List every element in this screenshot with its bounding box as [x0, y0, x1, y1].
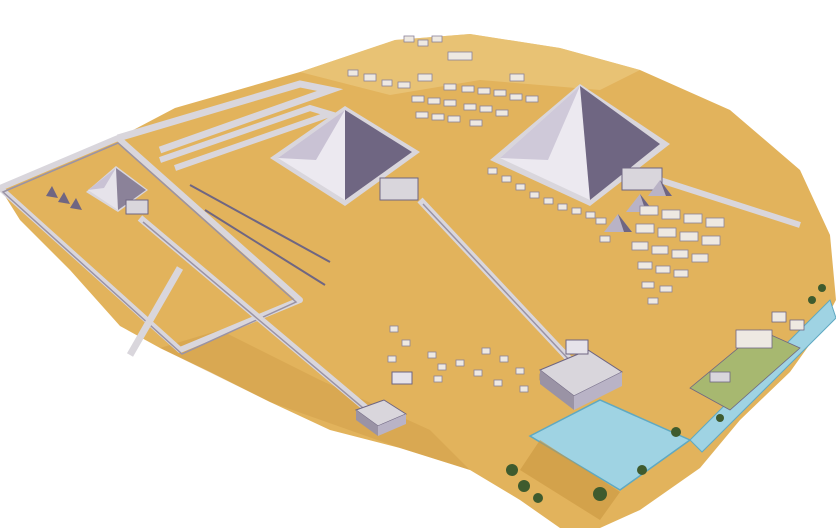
tomb-row-south-large-pyramid — [487, 167, 596, 219]
eastern-wall — [659, 177, 801, 228]
causeway-menkaure-edge — [142, 221, 383, 425]
settlement-near-canal — [689, 311, 805, 411]
mortuary-temple-small — [125, 199, 149, 215]
queen-pyramids-small — [46, 186, 82, 210]
sand-shading-south — [160, 330, 470, 470]
western-enclosure-wall-shadow — [1, 142, 298, 355]
middle-wall — [159, 104, 340, 171]
mortuary-temple-large — [621, 167, 663, 191]
valley-temple-khafre — [539, 339, 624, 410]
pyramid-middle — [270, 106, 420, 206]
valley-temple-menkaure — [354, 399, 408, 436]
diagonal-wall-west — [126, 266, 184, 357]
mastaba-field-west — [347, 35, 539, 127]
causeway-menkaure — [137, 215, 383, 423]
palm-trees — [506, 284, 826, 503]
southern-wall-2 — [204, 209, 326, 286]
desert-plateau — [0, 34, 836, 528]
northern-perimeter-wall — [117, 80, 344, 154]
western-enclosure-wall — [0, 135, 303, 353]
mortuary-temple-middle — [379, 177, 419, 201]
queen-pyramids-large — [604, 180, 672, 232]
harbour-bank — [520, 440, 620, 520]
mastaba-field-east — [595, 205, 725, 305]
small-temple-south — [391, 371, 413, 385]
mastaba-field-south — [387, 325, 549, 393]
southern-wall-1 — [189, 184, 331, 263]
causeway-khafre-edge — [422, 203, 574, 365]
